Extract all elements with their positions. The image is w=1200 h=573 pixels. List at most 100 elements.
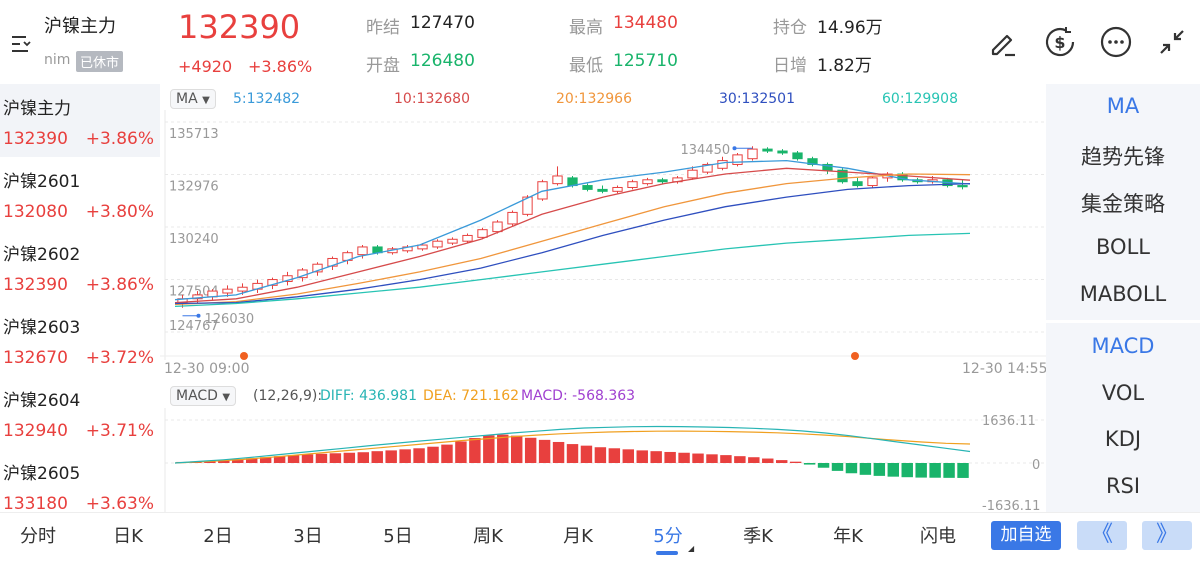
macd-bar bbox=[245, 458, 258, 463]
macd-bar bbox=[789, 461, 802, 463]
tab-lightning[interactable]: 闪电 bbox=[920, 526, 956, 547]
macd-bar bbox=[427, 446, 439, 463]
macd-bar bbox=[915, 463, 927, 478]
macd-dea-label: DEA: 721.162 bbox=[423, 388, 520, 404]
macd-params: (12,26,9): bbox=[253, 388, 323, 404]
candle-body bbox=[777, 150, 788, 154]
indicator-boll[interactable]: BOLL bbox=[1096, 235, 1150, 259]
candle-body bbox=[627, 181, 638, 188]
indicator-trend-pioneer[interactable]: 趋势先锋 bbox=[1081, 145, 1165, 169]
candle-body bbox=[522, 196, 533, 215]
tab-3day[interactable]: 3日 bbox=[293, 526, 323, 547]
macd-bar bbox=[218, 460, 230, 463]
macd-chart[interactable]: 1636.11 0 -1636.11 bbox=[160, 408, 1046, 512]
macd-bar bbox=[706, 454, 718, 463]
candle-body bbox=[492, 221, 503, 233]
macd-bar bbox=[594, 447, 607, 463]
macd-bar bbox=[399, 449, 411, 463]
macd-bar bbox=[622, 449, 635, 463]
indicator-rsi[interactable]: RSI bbox=[1105, 474, 1141, 498]
add-watchlist-button[interactable]: 加自选 bbox=[991, 521, 1061, 550]
candle-body bbox=[552, 175, 563, 185]
tab-2day[interactable]: 2日 bbox=[203, 526, 233, 547]
tab-yearly-k[interactable]: 年K bbox=[833, 526, 863, 547]
candle-body bbox=[642, 179, 653, 185]
draw-icon[interactable] bbox=[983, 22, 1023, 62]
tab-5min[interactable]: 5分 bbox=[653, 526, 683, 547]
y-tick-label: 130240 bbox=[169, 232, 219, 247]
candle-body bbox=[267, 279, 278, 286]
macd-bar bbox=[775, 460, 788, 463]
tab-intraday[interactable]: 分时 bbox=[20, 526, 56, 547]
tab-weekly-k[interactable]: 周K bbox=[473, 526, 503, 547]
candle-body bbox=[732, 154, 743, 165]
macd-bar bbox=[259, 457, 272, 463]
macd-bar bbox=[929, 463, 941, 478]
contract-pct: +3.86% bbox=[85, 275, 154, 295]
macd-bar bbox=[315, 453, 328, 463]
caret-icon: ◢ bbox=[688, 544, 695, 553]
tab-quarterly-k[interactable]: 季K bbox=[743, 526, 773, 547]
contract-item-2601[interactable]: 沪镍2601 132080 +3.80% bbox=[0, 157, 160, 230]
macd-bar bbox=[636, 450, 648, 463]
contract-price: 132390 bbox=[3, 129, 68, 149]
contract-name: 沪镍2601 bbox=[3, 172, 81, 192]
tab-monthly-k[interactable]: 月K bbox=[563, 526, 593, 547]
more-icon[interactable] bbox=[1096, 22, 1136, 62]
contract-pct: +3.72% bbox=[85, 348, 154, 368]
candle-body bbox=[957, 185, 968, 188]
contract-pct: +3.86% bbox=[85, 129, 154, 149]
indicator-maboll[interactable]: MABOLL bbox=[1079, 282, 1167, 306]
indicator-panel: MA 趋势先锋 集金策略 BOLL MABOLL MACD VOL KDJ RS… bbox=[1046, 84, 1200, 512]
stat-value-open-interest: 14.96万 bbox=[817, 18, 883, 38]
kline-chart[interactable]: 135713 132976 130240 127504 124767 134450 1260… bbox=[160, 110, 1046, 380]
macd-bar bbox=[845, 463, 858, 474]
macd-bar bbox=[287, 455, 300, 463]
chevron-down-icon: ▼ bbox=[202, 95, 210, 106]
contract-item-2602[interactable]: 沪镍2602 132390 +3.86% bbox=[0, 230, 160, 303]
prev-button[interactable]: 《 bbox=[1077, 521, 1127, 550]
macd-bar bbox=[301, 454, 314, 463]
y-tick-label: 127504 bbox=[169, 285, 219, 300]
indicator-selector[interactable]: MA ▼ bbox=[170, 89, 216, 109]
stat-value-daily-increase: 1.82万 bbox=[817, 56, 872, 76]
indicator-jijin-strategy[interactable]: 集金策略 bbox=[1081, 192, 1165, 216]
indicator-ma[interactable]: MA bbox=[1106, 94, 1140, 118]
indicator-label: MA bbox=[176, 91, 198, 107]
candle-body bbox=[837, 169, 848, 183]
contract-item-2603[interactable]: 沪镍2603 132670 +3.72% bbox=[0, 303, 160, 376]
next-button[interactable]: 》 bbox=[1142, 521, 1192, 550]
contract-item-main[interactable]: 沪镍主力 132390 +3.86% bbox=[0, 84, 160, 157]
macd-bar bbox=[664, 451, 676, 463]
macd-selector[interactable]: MACD ▼ bbox=[170, 386, 237, 406]
tab-5day[interactable]: 5日 bbox=[383, 526, 413, 547]
panel-divider bbox=[1046, 320, 1200, 323]
indicator-macd[interactable]: MACD bbox=[1091, 334, 1155, 358]
indicator-vol[interactable]: VOL bbox=[1101, 381, 1145, 405]
macd-bar bbox=[720, 455, 732, 463]
y-tick-label: -1636.11 bbox=[982, 499, 1040, 512]
candle-body bbox=[417, 244, 428, 250]
macd-bar bbox=[692, 453, 704, 463]
macd-bar bbox=[469, 438, 481, 463]
collapse-icon[interactable] bbox=[1152, 22, 1192, 62]
macd-bar bbox=[943, 463, 955, 478]
contract-item-2605[interactable]: 沪镍2605 133180 +3.63% bbox=[0, 449, 160, 514]
candle-body bbox=[612, 186, 623, 192]
indicator-kdj[interactable]: KDJ bbox=[1104, 427, 1142, 451]
stat-label-low: 最低 bbox=[569, 56, 603, 76]
macd-bar bbox=[371, 451, 383, 463]
contract-pct: +3.63% bbox=[85, 494, 154, 514]
macd-bar bbox=[385, 450, 397, 463]
macd-bar bbox=[497, 434, 509, 463]
candle-body bbox=[792, 152, 803, 160]
macd-bar bbox=[455, 441, 467, 463]
tab-daily-k[interactable]: 日K bbox=[113, 526, 143, 547]
contract-price: 132390 bbox=[3, 275, 68, 295]
contract-item-2604[interactable]: 沪镍2604 132940 +3.71% bbox=[0, 376, 160, 449]
ma-line bbox=[174, 173, 971, 306]
menu-icon[interactable] bbox=[8, 28, 36, 56]
candle-body bbox=[462, 234, 473, 242]
macd-bar bbox=[887, 463, 900, 477]
currency-icon[interactable]: $ bbox=[1040, 22, 1080, 62]
